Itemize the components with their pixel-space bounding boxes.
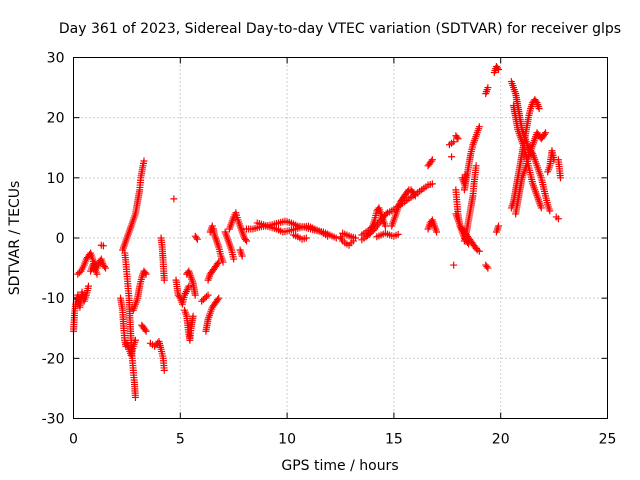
data-point	[230, 255, 238, 263]
x-tick-label: 20	[492, 432, 510, 448]
data-point	[475, 123, 483, 131]
data-point	[495, 222, 503, 230]
data-point	[93, 270, 101, 278]
y-tick-label: -20	[42, 351, 65, 367]
data-point	[142, 270, 150, 278]
x-tick-label: 25	[599, 432, 617, 448]
data-point	[332, 234, 340, 242]
data-point	[450, 138, 458, 146]
data-point	[170, 195, 178, 203]
data-point	[302, 234, 310, 242]
data-point	[84, 282, 92, 290]
data-point	[192, 234, 200, 242]
data-point	[448, 153, 456, 161]
data-point	[142, 327, 150, 335]
y-tick-label: 20	[47, 111, 65, 127]
data-point	[102, 264, 110, 272]
data-point	[484, 84, 492, 92]
data-point	[241, 236, 249, 244]
data-point	[557, 174, 565, 182]
data-point	[450, 261, 458, 269]
data-point	[382, 210, 390, 218]
data-point	[175, 293, 183, 301]
data-point	[410, 190, 418, 198]
data-point	[351, 234, 359, 242]
data-point	[475, 247, 483, 255]
data-point	[535, 105, 543, 113]
data-point	[453, 133, 461, 141]
x-axis-label: GPS time / hours	[281, 458, 398, 474]
data-point	[202, 293, 210, 301]
axis-ticks: 0 5 10 15 20 25 -30 -20 -10 0 10 20 30	[42, 51, 617, 448]
data-point	[484, 264, 492, 272]
data-point	[427, 157, 435, 165]
plot-frame	[73, 57, 608, 419]
data-point	[141, 269, 149, 277]
data-point	[160, 276, 168, 284]
data-point	[198, 297, 206, 305]
data-point	[493, 64, 501, 72]
y-tick-label: 10	[47, 171, 65, 187]
y-tick-label: 0	[56, 231, 65, 247]
data-point	[160, 366, 168, 374]
data-point	[546, 207, 554, 215]
y-axis-label: SDTVAR / TECUs	[7, 181, 23, 296]
chart-title: Day 361 of 2023, Sidereal Day-to-day VTE…	[59, 21, 621, 37]
data-point	[199, 296, 207, 304]
data-point	[214, 260, 222, 268]
data-point	[428, 180, 436, 188]
data-point	[394, 230, 402, 238]
data-point	[495, 66, 503, 74]
data-point	[243, 237, 251, 245]
x-tick-label: 10	[278, 432, 296, 448]
data-point	[428, 156, 436, 164]
data-point	[454, 135, 462, 143]
y-tick-label: -10	[42, 291, 65, 307]
data-point	[537, 204, 545, 212]
data-points	[70, 63, 565, 401]
data-point	[131, 393, 139, 401]
data-point	[540, 130, 548, 138]
data-point	[433, 228, 441, 236]
data-point	[141, 326, 149, 334]
data-point	[461, 171, 469, 179]
data-point	[208, 222, 216, 230]
x-tick-label: 0	[69, 432, 78, 448]
data-point	[185, 282, 193, 290]
data-point	[411, 192, 419, 200]
data-point	[193, 235, 201, 243]
data-point	[74, 270, 82, 278]
data-point	[483, 263, 491, 271]
data-point	[75, 269, 83, 277]
x-tick-label: 5	[176, 432, 185, 448]
data-point	[381, 222, 389, 230]
data-point	[214, 296, 222, 304]
data-point	[554, 215, 562, 223]
y-tick-label: -30	[42, 412, 65, 428]
data-point	[472, 162, 480, 170]
y-tick-label: 30	[47, 51, 65, 67]
data-point	[215, 294, 223, 302]
data-point	[238, 252, 246, 260]
data-point	[191, 291, 199, 299]
data-point	[324, 232, 332, 240]
data-point	[532, 97, 540, 105]
x-tick-label: 15	[385, 432, 403, 448]
data-point	[542, 129, 550, 137]
data-point	[219, 258, 227, 266]
data-point	[189, 312, 197, 320]
data-point	[100, 263, 108, 271]
data-point	[204, 291, 212, 299]
data-point	[140, 157, 148, 165]
data-point	[99, 242, 107, 250]
data-point	[201, 294, 209, 302]
